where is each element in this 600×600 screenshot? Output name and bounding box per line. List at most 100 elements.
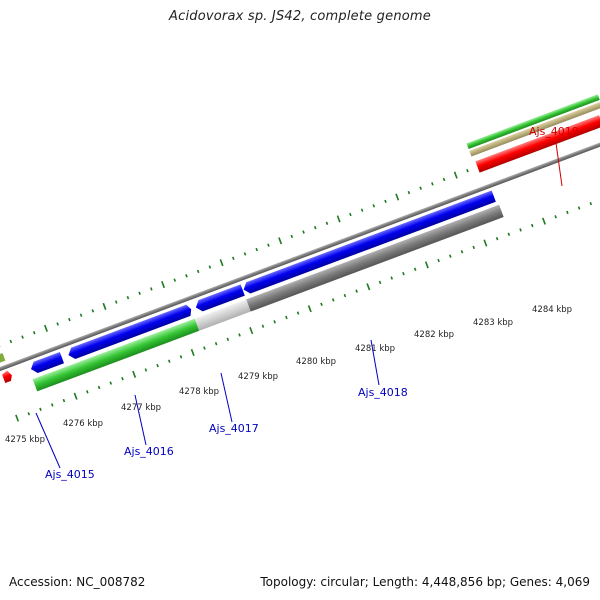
minor-tick (267, 243, 270, 247)
scale-label: 4278 kbp (179, 387, 219, 397)
minor-tick (343, 293, 347, 298)
minor-tick (402, 271, 405, 276)
gene-arrow-Ajs_4017[interactable] (194, 284, 245, 313)
major-tick (483, 239, 488, 247)
gene-label-Ajs_4019[interactable]: Ajs_4019 (529, 125, 579, 138)
minor-tick (79, 313, 83, 317)
minor-tick (349, 212, 352, 217)
major-tick (73, 392, 78, 400)
minor-tick (168, 359, 171, 363)
minor-tick (290, 234, 294, 239)
scale-label: 4282 kbp (414, 330, 454, 340)
gene-label-Ajs_4016[interactable]: Ajs_4016 (124, 445, 174, 458)
major-tick (43, 324, 48, 332)
minor-tick (320, 302, 323, 306)
major-tick (219, 259, 224, 267)
minor-tick (577, 206, 581, 210)
scale-label: 4279 kbp (238, 372, 278, 382)
major-tick (15, 414, 20, 422)
minor-tick (390, 276, 394, 280)
tan-track-right (469, 101, 600, 157)
minor-tick (384, 199, 387, 204)
minor-tick (114, 300, 118, 304)
minor-tick (378, 280, 382, 285)
minor-tick (9, 339, 13, 344)
backbone-line (0, 135, 600, 378)
minor-tick (530, 223, 534, 228)
genome-summary-text: Topology: circular; Length: 4,448,856 bp… (260, 575, 590, 589)
minor-tick (589, 201, 593, 206)
major-tick (132, 370, 137, 378)
gene-arrow-Ajs_4015[interactable] (29, 351, 65, 375)
minor-tick (355, 289, 358, 293)
minor-tick (413, 267, 417, 271)
minor-tick (173, 278, 177, 282)
minor-tick (466, 169, 469, 173)
minor-tick (285, 315, 288, 320)
minor-tick (126, 295, 130, 300)
minor-tick (214, 342, 218, 346)
scale-label: 4277 kbp (121, 403, 161, 413)
minor-tick (255, 247, 258, 252)
minor-tick (360, 208, 364, 212)
red-arrow-left[interactable] (1, 370, 13, 384)
minor-tick (495, 236, 499, 241)
map-title: Acidovorax sp. JS42, complete genome (169, 9, 431, 24)
major-tick (102, 302, 107, 310)
scale-labels: 4275 kbp 4276 kbp 4277 kbp 4278 kbp 4279 kbp… (5, 305, 572, 445)
scale-label: 4276 kbp (63, 419, 103, 429)
gene-arrow-Ajs_4016[interactable] (66, 304, 193, 361)
minor-tick (243, 252, 247, 256)
minor-tick (507, 232, 511, 236)
minor-tick (138, 291, 141, 295)
minor-tick (431, 182, 434, 186)
minor-tick (460, 250, 464, 254)
minor-tick (68, 317, 71, 322)
minor-tick (208, 265, 212, 269)
minor-tick (27, 412, 31, 416)
minor-tick (519, 228, 522, 232)
major-tick (336, 215, 341, 223)
green-track-right (466, 94, 600, 149)
gene-arrow-Ajs_4019[interactable] (475, 115, 600, 173)
gene-arrow-Ajs_4018[interactable] (242, 190, 496, 296)
gene-label-Ajs_4018[interactable]: Ajs_4018 (358, 386, 408, 399)
scale-label: 4283 kbp (473, 318, 513, 328)
minor-tick (62, 398, 66, 403)
major-tick (307, 305, 312, 313)
scale-label: 4284 kbp (532, 305, 572, 315)
gene-label-Ajs_4017[interactable]: Ajs_4017 (209, 422, 259, 435)
minor-tick (185, 274, 188, 278)
green-track-lower (32, 318, 200, 392)
inner-scale-ticks (15, 201, 593, 422)
major-tick (249, 327, 254, 335)
minor-tick (150, 287, 153, 291)
major-tick (366, 283, 371, 291)
scale-label: 4280 kbp (296, 357, 336, 367)
olive-track-left (0, 353, 6, 364)
minor-tick (109, 381, 113, 385)
minor-tick (32, 331, 36, 335)
minor-tick (56, 322, 59, 326)
gene-label-Ajs_4015[interactable]: Ajs_4015 (45, 468, 95, 481)
major-tick (395, 193, 400, 201)
minor-tick (325, 221, 329, 225)
darkgray-track-lower (246, 204, 504, 312)
minor-tick (437, 258, 440, 263)
minor-tick (156, 363, 159, 368)
minor-tick (273, 320, 276, 324)
major-tick (424, 261, 429, 269)
minor-tick (472, 245, 475, 250)
minor-tick (296, 311, 300, 315)
minor-tick (21, 335, 24, 339)
minor-tick (313, 225, 317, 230)
minor-tick (39, 407, 42, 412)
minor-tick (121, 377, 124, 381)
minor-tick (226, 337, 230, 342)
minor-tick (196, 269, 200, 274)
major-tick (453, 171, 458, 179)
minor-tick (331, 298, 335, 302)
minor-tick (97, 385, 101, 390)
major-tick (190, 348, 195, 357)
